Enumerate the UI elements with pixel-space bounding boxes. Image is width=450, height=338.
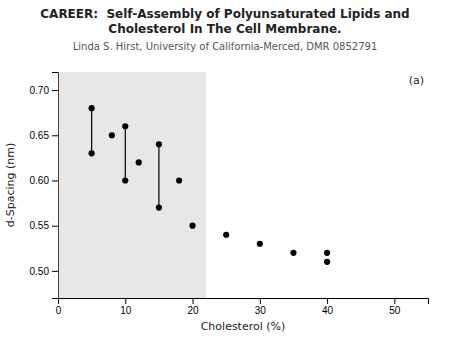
point bbox=[122, 123, 128, 129]
point bbox=[89, 150, 95, 156]
point bbox=[189, 223, 195, 229]
point bbox=[89, 105, 95, 111]
tick-label: 20 bbox=[187, 305, 199, 316]
connector bbox=[91, 108, 92, 153]
tick-label: 50 bbox=[389, 305, 401, 316]
axis-line bbox=[59, 299, 429, 305]
tick-mark bbox=[52, 180, 58, 181]
annotation: (a) bbox=[409, 74, 424, 87]
connector bbox=[158, 144, 159, 207]
tick-label: 0 bbox=[56, 305, 62, 316]
tick: 0.70 bbox=[30, 85, 58, 96]
tick-mark bbox=[193, 298, 194, 304]
point bbox=[156, 205, 162, 211]
tick-mark bbox=[52, 226, 58, 227]
chart: CAREER: Self-Assembly of Polyunsaturated… bbox=[0, 0, 450, 338]
tick-label: 0.50 bbox=[30, 266, 50, 277]
tick-mark bbox=[260, 298, 261, 304]
point bbox=[223, 232, 229, 238]
x-axis-label: Cholesterol (%) bbox=[201, 320, 286, 333]
point bbox=[257, 241, 263, 247]
point bbox=[324, 259, 330, 265]
point bbox=[324, 250, 330, 256]
tick: 0.55 bbox=[30, 220, 58, 231]
point bbox=[290, 250, 296, 256]
tick-label: 0.70 bbox=[30, 85, 50, 96]
tick: 0.50 bbox=[30, 266, 58, 277]
title: CAREER: Self-Assembly of Polyunsaturated… bbox=[40, 7, 409, 36]
tick: 0 bbox=[56, 298, 62, 316]
point bbox=[156, 141, 162, 147]
shaded-region bbox=[58, 72, 206, 298]
tick-label: 40 bbox=[322, 305, 334, 316]
tick: 50 bbox=[389, 298, 401, 316]
point bbox=[136, 159, 142, 165]
y-axis-label: d-Spacing (nm) bbox=[4, 143, 17, 227]
tick: 0.60 bbox=[30, 175, 58, 186]
tick-mark bbox=[125, 298, 126, 304]
tick-mark bbox=[52, 135, 58, 136]
tick: 40 bbox=[322, 298, 334, 316]
point bbox=[176, 177, 182, 183]
point bbox=[109, 132, 115, 138]
tick-label: 0.60 bbox=[30, 175, 50, 186]
subtitle: Linda S. Hirst, University of California… bbox=[73, 41, 378, 52]
y-axis: 0.50 0.55 0.60 0.65 0.70 bbox=[30, 73, 59, 299]
tick-mark bbox=[52, 90, 58, 91]
tick-mark bbox=[52, 271, 58, 272]
tick: 30 bbox=[255, 298, 267, 316]
tick-label: 30 bbox=[255, 305, 267, 316]
plot-area: 0 10 20 30 40 50 0.50 0.55 0.60 0.65 0.70 Cholester… bbox=[4, 72, 429, 333]
tick-mark bbox=[327, 298, 328, 304]
connector bbox=[125, 126, 126, 180]
axis-line bbox=[52, 73, 59, 299]
point bbox=[122, 177, 128, 183]
marks bbox=[58, 72, 330, 298]
tick-label: 0.55 bbox=[30, 220, 50, 231]
tick-mark bbox=[394, 298, 395, 304]
x-axis: 0 10 20 30 40 50 bbox=[56, 298, 429, 316]
tick: 0.65 bbox=[30, 130, 58, 141]
tick-label: 10 bbox=[120, 305, 132, 316]
tick: 10 bbox=[120, 298, 132, 316]
tick-label: 0.65 bbox=[30, 130, 50, 141]
tick: 20 bbox=[187, 298, 199, 316]
